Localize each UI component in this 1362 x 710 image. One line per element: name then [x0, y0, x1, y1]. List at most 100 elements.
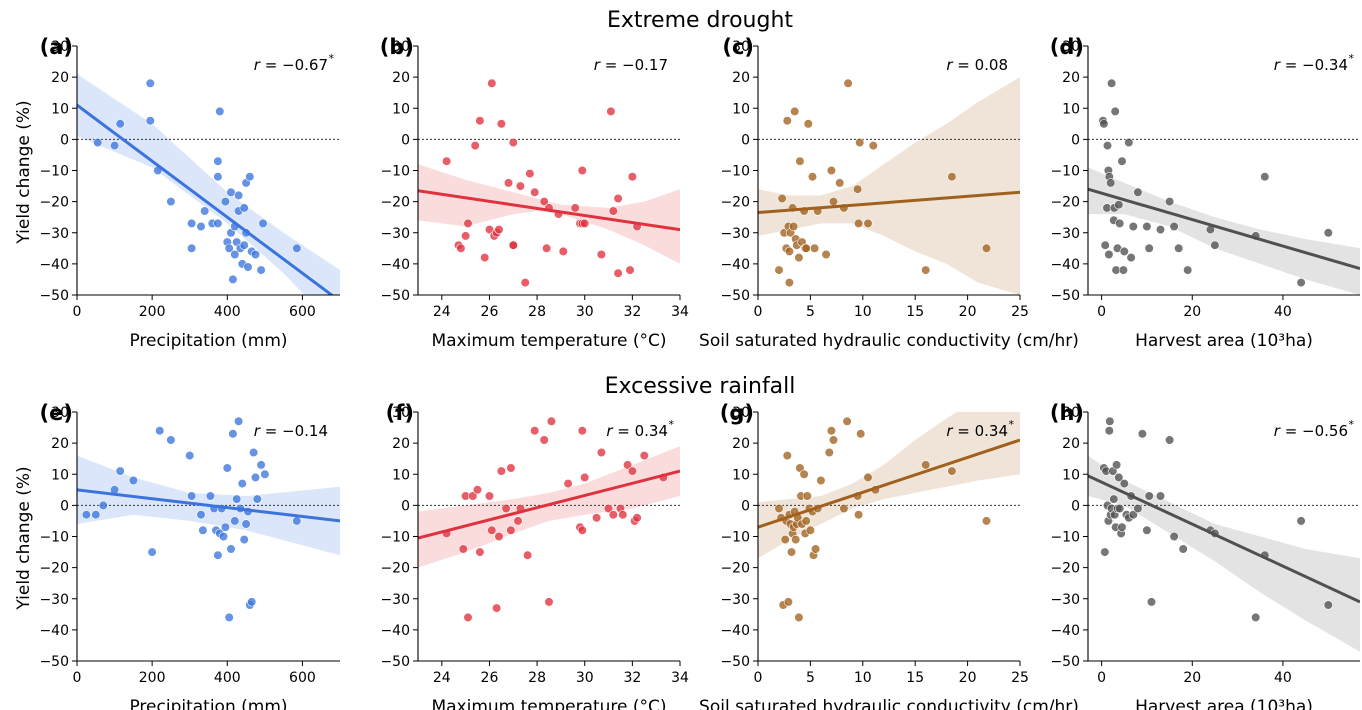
- data-point: [260, 469, 270, 479]
- data-point: [115, 119, 125, 129]
- x-tick-label: 5: [806, 670, 815, 686]
- data-point: [245, 172, 255, 182]
- panel-label: (c): [722, 35, 754, 59]
- data-point: [1104, 426, 1114, 436]
- data-point: [239, 203, 249, 213]
- data-point: [1117, 522, 1127, 532]
- data-point: [166, 435, 176, 445]
- data-point: [782, 116, 792, 126]
- x-tick-label: 30: [576, 670, 594, 686]
- y-tick-label: 20: [392, 70, 410, 86]
- data-point: [1178, 544, 1188, 554]
- y-tick-label: −20: [380, 561, 410, 577]
- data-point: [1109, 494, 1119, 504]
- data-point: [1164, 435, 1175, 445]
- y-axis-label-top: Yield change (%): [14, 100, 34, 244]
- data-point: [1102, 141, 1113, 151]
- data-point: [250, 249, 261, 260]
- data-point: [852, 184, 863, 194]
- data-point: [1137, 429, 1147, 439]
- x-tick-label: 24: [433, 670, 451, 686]
- data-point: [475, 547, 485, 557]
- data-point: [1323, 600, 1333, 610]
- data-point: [1183, 265, 1193, 275]
- data-point: [1128, 510, 1138, 520]
- data-point: [780, 534, 790, 545]
- data-point: [115, 466, 125, 476]
- y-tick-label: 30: [51, 39, 69, 55]
- data-point: [522, 550, 533, 560]
- data-point: [784, 278, 795, 288]
- y-tick-label: −20: [380, 195, 410, 211]
- data-point: [1115, 503, 1125, 514]
- x-tick-label: 5: [806, 304, 815, 320]
- y-tick-label: −20: [39, 195, 69, 211]
- y-tick-label: 20: [732, 436, 750, 452]
- data-point: [828, 435, 839, 445]
- y-tick-label: 0: [60, 132, 69, 148]
- y-tick-label: −20: [1050, 561, 1080, 577]
- data-point: [1126, 253, 1136, 263]
- y-tick-label: 0: [1071, 498, 1080, 514]
- data-point: [220, 522, 230, 532]
- data-point: [1100, 547, 1110, 557]
- data-point: [205, 491, 215, 501]
- data-point: [508, 137, 518, 148]
- data-point: [839, 503, 849, 514]
- y-tick-label: 20: [1062, 70, 1080, 86]
- y-tick-label: 10: [1062, 101, 1080, 117]
- data-point: [596, 447, 607, 458]
- confidence-band: [758, 77, 1020, 295]
- y-tick-label: −50: [1050, 288, 1080, 304]
- regression-line: [758, 438, 1020, 529]
- panel-label: (g): [720, 401, 754, 425]
- y-tick-label: −50: [380, 654, 410, 670]
- correlation-value: = −0.56: [1280, 422, 1348, 440]
- confidence-band: [77, 74, 340, 295]
- y-tick-label: −30: [380, 226, 410, 242]
- data-point: [494, 531, 504, 542]
- panel-label: (a): [40, 35, 73, 59]
- y-tick-label: 10: [392, 467, 410, 483]
- data-point: [109, 141, 120, 151]
- data-point: [835, 178, 845, 188]
- data-point: [774, 265, 784, 275]
- data-point: [252, 494, 262, 504]
- data-point: [93, 137, 103, 148]
- y-tick-label: −20: [1050, 195, 1080, 211]
- y-tick-label: 0: [741, 132, 750, 148]
- data-point: [185, 451, 195, 461]
- x-tick-label: 15: [906, 670, 924, 686]
- row-title-bottom: Excessive rainfall: [605, 374, 796, 399]
- x-tick-label: 30: [576, 304, 594, 320]
- data-point: [622, 460, 633, 470]
- x-tick-label: 10: [854, 670, 872, 686]
- data-point: [794, 612, 804, 623]
- data-point: [782, 451, 792, 461]
- data-point: [530, 187, 540, 197]
- data-point: [1133, 503, 1143, 514]
- data-point: [868, 141, 878, 151]
- significance-star: *: [1349, 418, 1355, 431]
- data-point: [606, 106, 616, 116]
- data-point: [577, 426, 587, 436]
- y-tick-label: 10: [392, 101, 410, 117]
- y-tick-label: 20: [51, 70, 69, 86]
- data-point: [187, 218, 197, 228]
- data-point: [226, 544, 236, 554]
- data-point: [801, 516, 811, 526]
- y-tick-label: −10: [720, 164, 750, 180]
- x-axis-label: Soil saturated hydraulic conductivity (c…: [699, 697, 1079, 710]
- data-point: [475, 116, 485, 126]
- data-point: [824, 447, 834, 458]
- data-point: [1100, 240, 1110, 250]
- data-point: [1169, 531, 1179, 542]
- data-point: [1114, 200, 1124, 210]
- y-tick-label: −10: [1050, 164, 1080, 180]
- x-tick-label: 40: [1274, 670, 1292, 686]
- data-point: [1128, 221, 1138, 232]
- y-tick-label: 10: [732, 101, 750, 117]
- data-point: [842, 416, 852, 426]
- x-tick-label: 26: [481, 670, 499, 686]
